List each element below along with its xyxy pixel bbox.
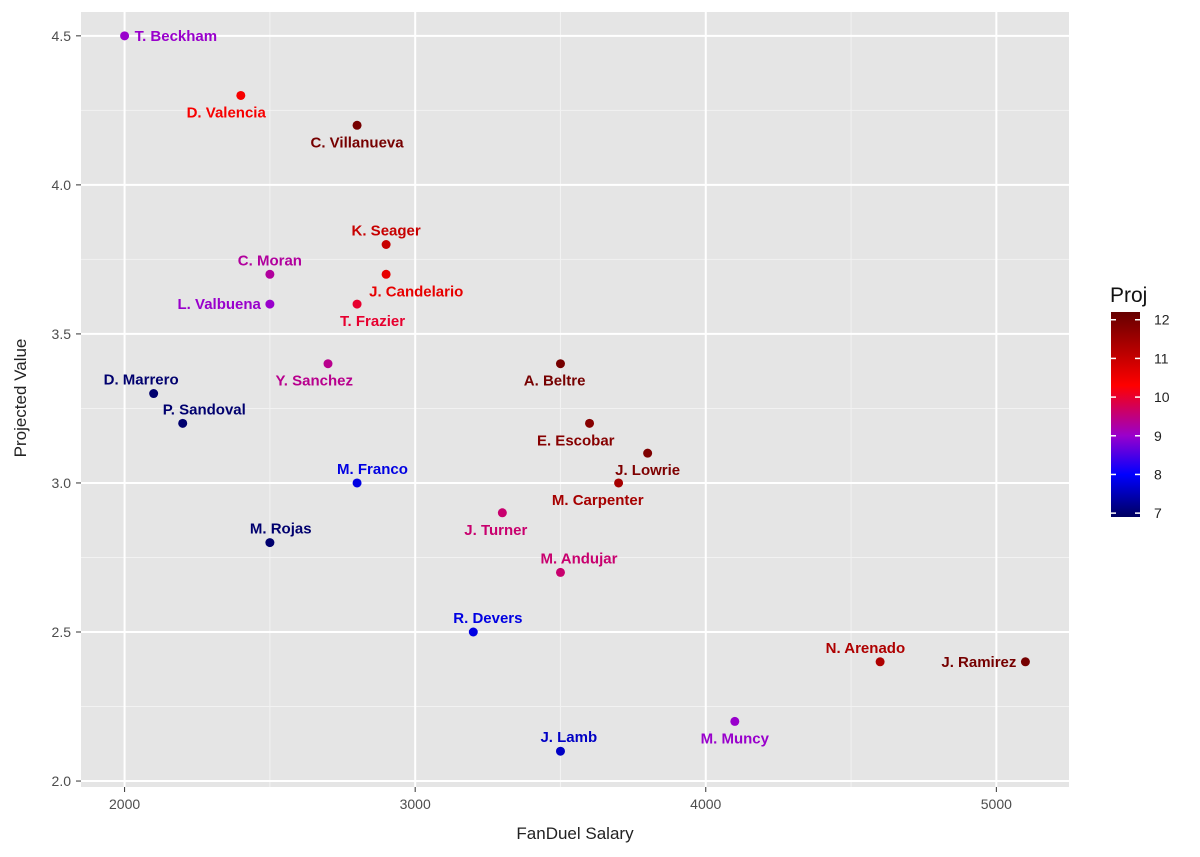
point-t-frazier <box>352 299 362 309</box>
point-j-ramirez <box>1020 657 1030 667</box>
point-j-lamb <box>555 746 565 756</box>
label-m-carpenter: M. Carpenter <box>552 492 644 509</box>
y-tick-label: 2.5 <box>52 624 72 640</box>
point-e-escobar <box>585 418 595 428</box>
point-j-lowrie <box>643 448 653 458</box>
plot-panel <box>81 12 1069 787</box>
data-points <box>120 31 1030 756</box>
label-j-lamb: J. Lamb <box>540 729 597 746</box>
label-a-beltre: A. Beltre <box>524 373 586 390</box>
label-m-rojas: M. Rojas <box>250 521 312 538</box>
y-tick-label: 2.0 <box>52 773 72 789</box>
label-c-moran: C. Moran <box>238 252 302 269</box>
legend-tick-label: 10 <box>1154 389 1170 405</box>
point-j-candelario <box>381 269 391 279</box>
label-p-sandoval: P. Sandoval <box>163 401 246 418</box>
label-d-marrero: D. Marrero <box>104 372 179 389</box>
legend-tick-label: 8 <box>1154 466 1162 482</box>
point-labels: T. Beckham D. Valencia C. Villanueva K. Sea… <box>104 28 1017 748</box>
label-j-lowrie: J. Lowrie <box>615 462 680 479</box>
minor-gridlines <box>81 12 1069 787</box>
label-l-valbuena: L. Valbuena <box>178 296 262 313</box>
point-n-arenado <box>875 657 885 667</box>
label-r-devers: R. Devers <box>453 610 522 627</box>
label-k-seager: K. Seager <box>352 223 421 240</box>
point-k-seager <box>381 240 391 249</box>
x-tick-label: 4000 <box>690 796 721 812</box>
label-t-beckham: T. Beckham <box>135 28 218 45</box>
point-c-moran <box>265 269 275 279</box>
x-tick-label: 5000 <box>981 796 1012 812</box>
point-m-andujar <box>555 567 565 577</box>
legend-tick-label: 11 <box>1154 350 1169 366</box>
point-r-devers <box>468 627 478 637</box>
legend-ticks: 7 8 9 10 11 12 <box>1111 312 1170 521</box>
x-tick-label: 3000 <box>400 796 431 812</box>
point-m-rojas <box>265 538 275 548</box>
x-axis-title: FanDuel Salary <box>516 824 634 843</box>
y-tick-label: 4.5 <box>52 28 72 44</box>
point-d-marrero <box>149 389 159 399</box>
point-m-carpenter <box>614 478 624 488</box>
label-n-arenado: N. Arenado <box>826 640 905 657</box>
label-y-sanchez: Y. Sanchez <box>275 373 353 390</box>
point-c-villanueva <box>352 120 362 130</box>
point-p-sandoval <box>178 418 188 428</box>
label-d-valencia: D. Valencia <box>187 104 267 121</box>
legend: Proj 7 8 9 10 11 12 <box>1110 284 1170 521</box>
point-y-sanchez <box>323 359 333 369</box>
y-tick-label: 3.5 <box>52 326 72 342</box>
label-e-escobar: E. Escobar <box>537 432 615 449</box>
major-gridlines <box>81 12 1069 787</box>
label-t-frazier: T. Frazier <box>340 313 405 330</box>
label-j-turner: J. Turner <box>464 522 527 539</box>
y-axis-title: Projected Value <box>11 339 30 458</box>
y-tick-label: 4.0 <box>52 177 72 193</box>
legend-tick-label: 12 <box>1154 312 1170 328</box>
label-m-andujar: M. Andujar <box>540 550 617 567</box>
label-j-ramirez: J. Ramirez <box>941 654 1016 671</box>
point-a-beltre <box>555 359 565 369</box>
point-t-beckham <box>120 31 130 41</box>
y-axis-ticks: 2.0 2.5 3.0 3.5 4.0 4.5 <box>52 28 81 789</box>
x-axis-ticks: 2000 3000 4000 5000 <box>109 787 1012 812</box>
legend-tick-label: 7 <box>1154 505 1162 521</box>
point-m-muncy <box>730 716 740 726</box>
x-tick-label: 2000 <box>109 796 140 812</box>
legend-colorbar <box>1111 312 1140 517</box>
y-tick-label: 3.0 <box>52 475 72 491</box>
point-m-franco <box>352 478 362 488</box>
label-j-candelario: J. Candelario <box>369 283 463 300</box>
point-l-valbuena <box>265 299 275 309</box>
label-c-villanueva: C. Villanueva <box>311 134 405 151</box>
point-j-turner <box>497 508 507 518</box>
legend-tick-label: 9 <box>1154 428 1162 444</box>
point-d-valencia <box>236 90 246 100</box>
label-m-franco: M. Franco <box>337 461 408 478</box>
legend-title: Proj <box>1110 284 1147 307</box>
label-m-muncy: M. Muncy <box>701 730 770 747</box>
